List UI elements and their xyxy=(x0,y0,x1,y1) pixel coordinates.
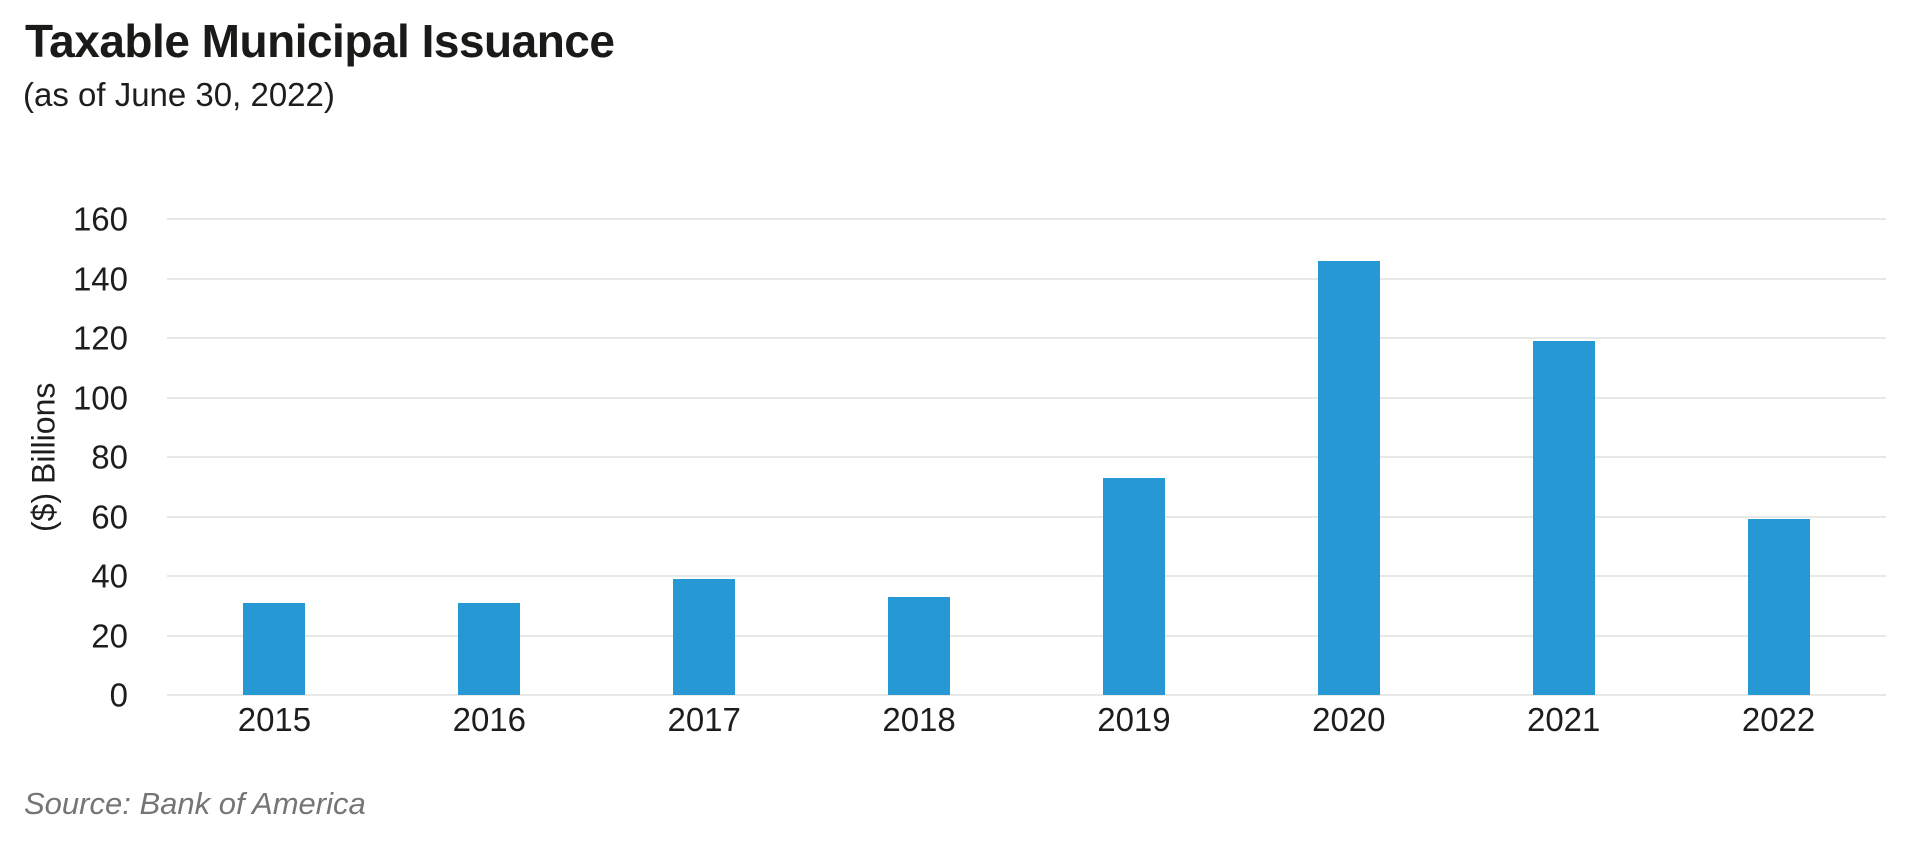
chart-title: Taxable Municipal Issuance xyxy=(25,15,615,67)
bar-2015 xyxy=(243,602,306,695)
gridline xyxy=(167,515,1886,518)
x-tick-label: 2018 xyxy=(882,701,956,738)
y-tick-label: 140 xyxy=(72,260,128,297)
y-tick-label: 100 xyxy=(72,379,128,416)
gridline xyxy=(167,694,1886,696)
x-tick-label: 2017 xyxy=(667,701,741,738)
gridline xyxy=(167,337,1886,339)
bar-2019 xyxy=(1102,477,1165,695)
bar-2016 xyxy=(458,602,521,695)
x-tick-label: 2019 xyxy=(1097,701,1171,738)
x-tick-label: 2015 xyxy=(237,701,312,738)
gridline xyxy=(167,396,1886,399)
y-tick-label: 60 xyxy=(91,498,128,535)
x-tick-label: 2016 xyxy=(452,701,527,738)
source-note: Source: Bank of America xyxy=(24,786,366,821)
bar-2020 xyxy=(1317,260,1380,695)
x-tick-label: 2022 xyxy=(1741,701,1816,738)
y-tick-label: 20 xyxy=(91,617,128,654)
x-tick-label: 2021 xyxy=(1526,701,1601,738)
bar-2021 xyxy=(1532,340,1595,695)
gridline xyxy=(167,277,1886,280)
y-tick-label: 160 xyxy=(72,200,128,238)
bar-2017 xyxy=(673,578,736,695)
bar-2018 xyxy=(888,596,951,695)
y-tick-label: 80 xyxy=(91,438,128,476)
gridline xyxy=(167,218,1886,220)
gridline xyxy=(167,575,1886,577)
chart-subtitle: (as of June 30, 2022) xyxy=(23,76,335,113)
gridline xyxy=(167,456,1886,458)
gridline xyxy=(167,634,1886,637)
x-tick-label: 2020 xyxy=(1312,701,1386,738)
plot-area xyxy=(167,218,1886,696)
y-tick-label: 40 xyxy=(91,557,128,595)
y-axis: 0 20 40 60 80 100 120 140 160 xyxy=(0,203,128,712)
bar-2022 xyxy=(1747,519,1810,695)
y-tick-label: 0 xyxy=(109,676,128,714)
y-tick-label: 120 xyxy=(72,319,128,357)
x-axis: 2015 2016 2017 2018 2019 2020 2021 2022 xyxy=(167,703,1886,748)
